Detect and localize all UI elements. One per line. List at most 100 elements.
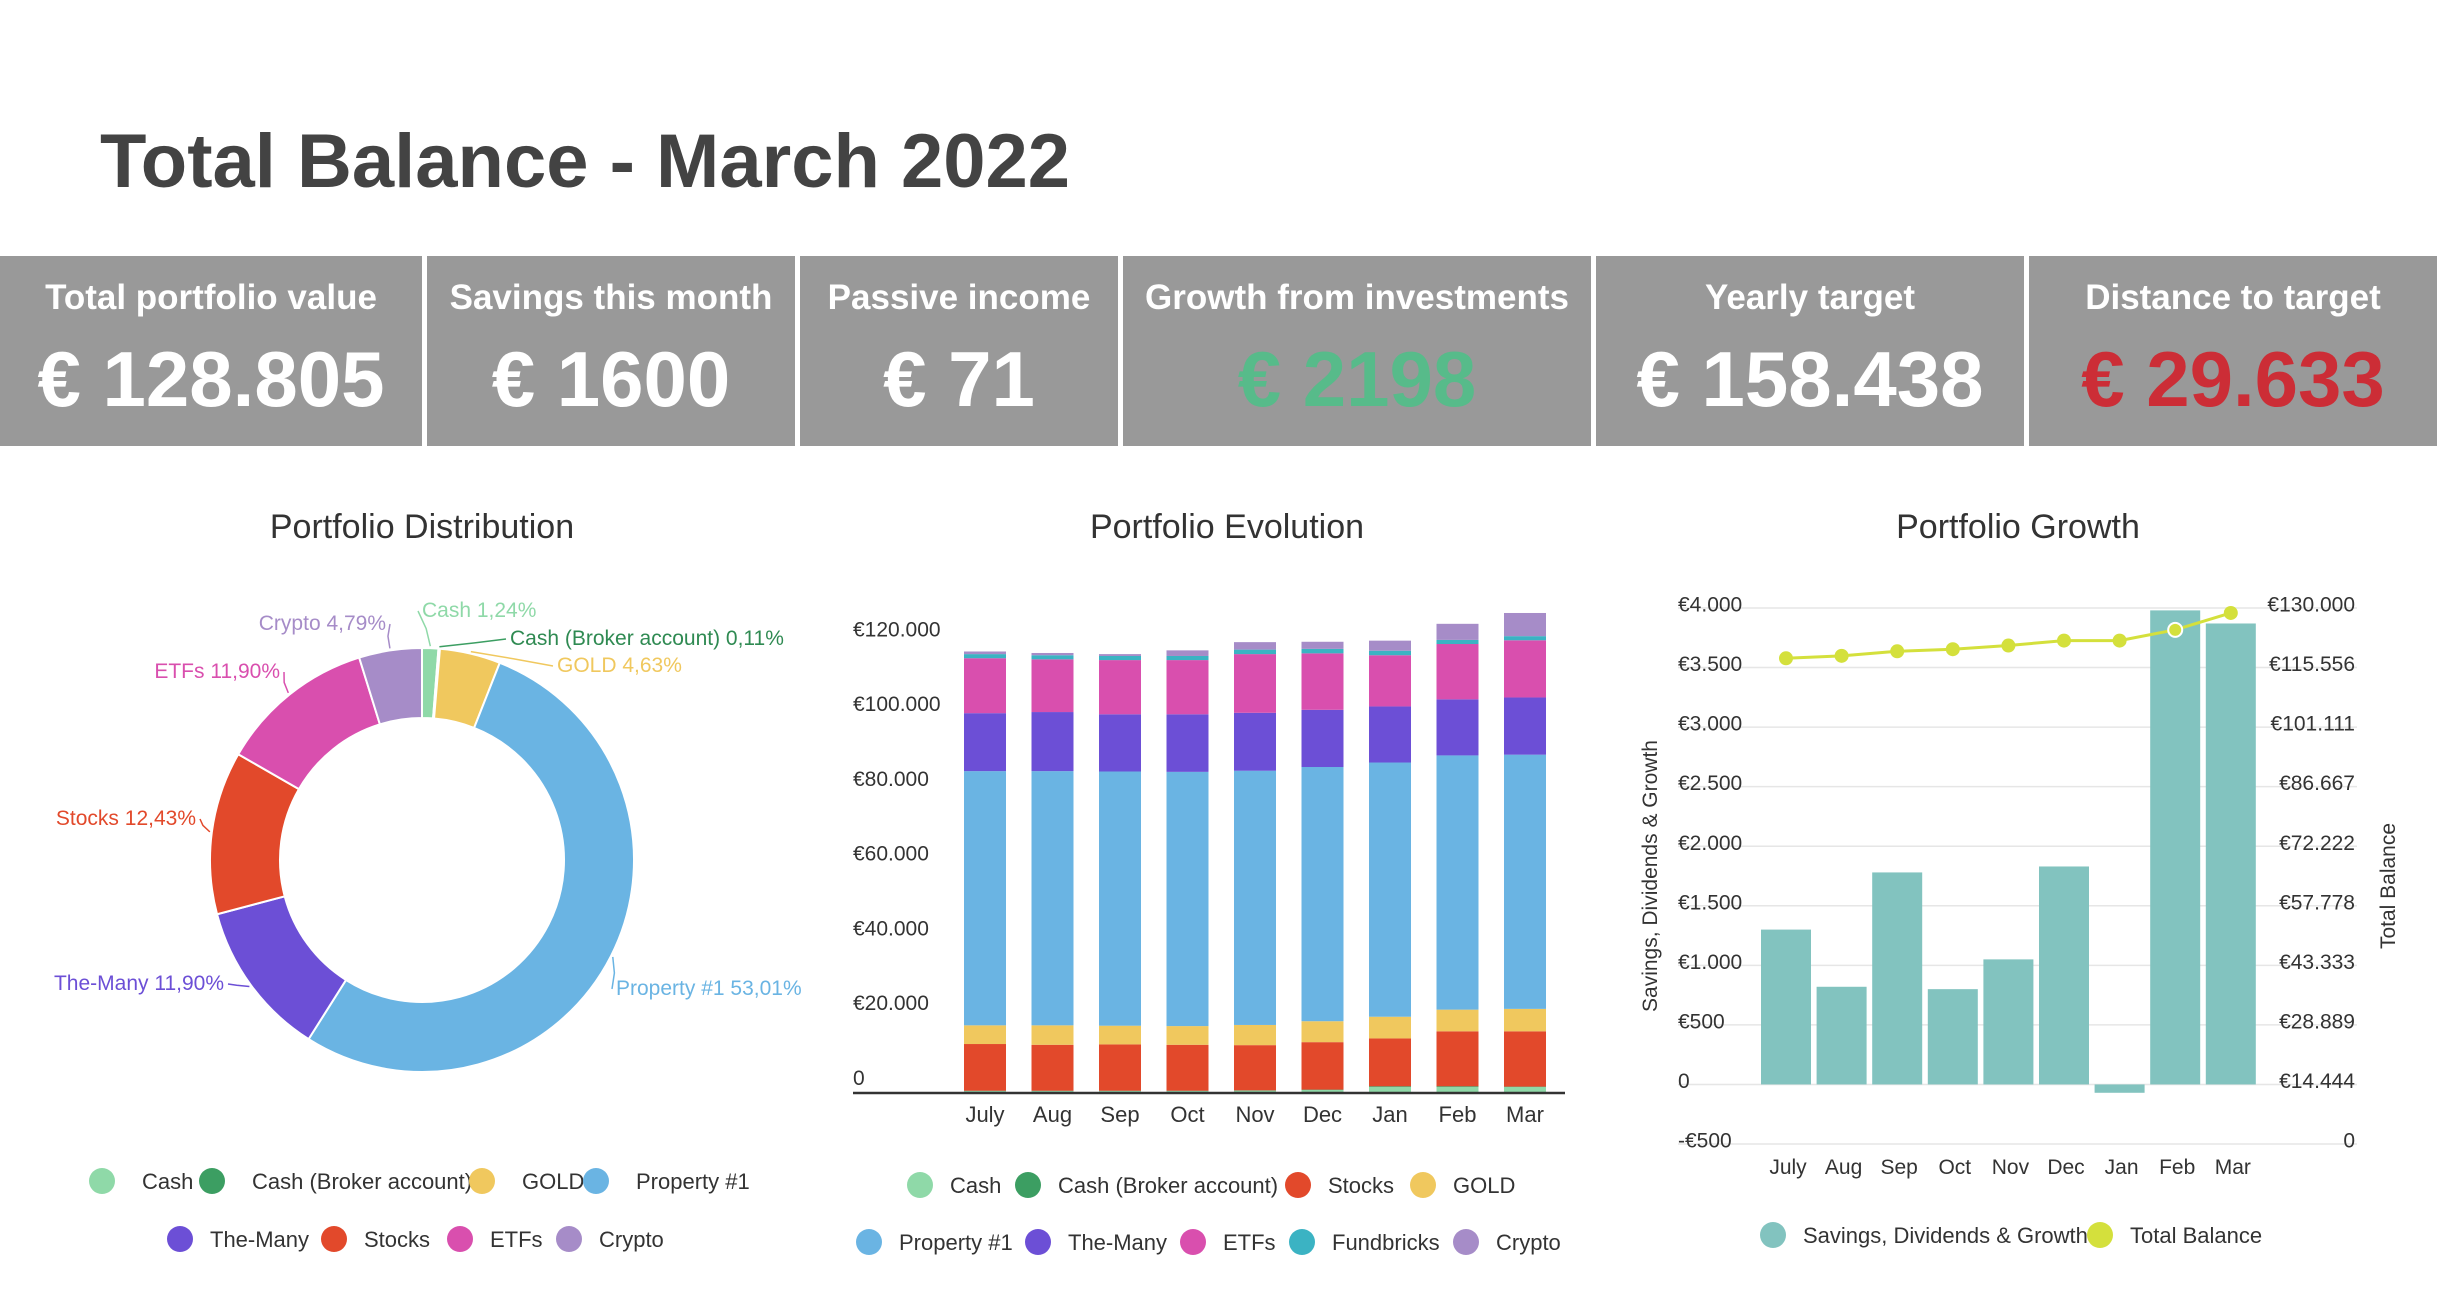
- legend-label-etfs: ETFs: [1223, 1230, 1276, 1255]
- y-tick-label-right: €14.444: [2279, 1070, 2355, 1093]
- point-total-balance-aug: [1834, 648, 1849, 663]
- kpi-label: Total portfolio value: [45, 278, 377, 317]
- legend-label-the-many: The-Many: [210, 1227, 309, 1252]
- bar-savings-dec: [2039, 866, 2089, 1085]
- y-tick-label: €2.000: [1678, 832, 1742, 855]
- legend-label-stocks: Stocks: [364, 1227, 430, 1252]
- kpi-growth-from-investments: Growth from investments € 2198: [1123, 256, 1591, 446]
- bar-property-1-sep: [1099, 771, 1141, 1026]
- bar-etfs-july: [964, 658, 1006, 714]
- y-tick-label: €3.000: [1678, 713, 1742, 736]
- bar-stocks-oct: [1166, 1044, 1209, 1091]
- bar-gold-sep: [1099, 1025, 1141, 1045]
- legend-swatch-savings: [1760, 1222, 1786, 1248]
- y-tick-label: €1.000: [1678, 951, 1742, 974]
- bar-stocks-jan: [1369, 1038, 1411, 1087]
- x-tick-label: Mar: [2215, 1156, 2251, 1179]
- bar-stocks-aug: [1031, 1044, 1074, 1091]
- pie-slice-property-1: [307, 661, 635, 1074]
- legend-swatch-stocks: [321, 1226, 347, 1252]
- legend-swatch-cash-broker-account: [199, 1168, 225, 1194]
- chart-title: Portfolio Evolution: [1090, 508, 1364, 546]
- bar-crypto-dec: [1301, 641, 1344, 649]
- y-tick-label: €2.500: [1678, 772, 1742, 795]
- legend-label-the-many: The-Many: [1068, 1230, 1167, 1255]
- kpi-value: € 128.805: [37, 335, 385, 423]
- legend-swatch-crypto: [1453, 1229, 1479, 1255]
- pie-slice-crypto: [357, 646, 423, 726]
- bar-etfs-nov: [1234, 654, 1276, 713]
- legend-label-etfs: ETFs: [490, 1227, 543, 1252]
- bar-property-1-dec: [1301, 767, 1344, 1022]
- point-total-balance-july: [1779, 651, 1793, 666]
- pie-label-etfs: ETFs 11,90%: [154, 660, 280, 683]
- legend-swatch-fundbricks: [1289, 1229, 1315, 1255]
- legend-swatch-crypto: [556, 1226, 582, 1252]
- bar-crypto-aug: [1031, 652, 1074, 656]
- point-total-balance-oct: [1945, 642, 1960, 657]
- pie-label-stocks: Stocks 12,43%: [56, 807, 196, 830]
- bar-gold-july: [964, 1025, 1006, 1045]
- bar-cash-broker-account-jan: [1369, 1086, 1411, 1088]
- legend-label-crypto: Crypto: [599, 1227, 664, 1252]
- legend-swatch-stocks: [1285, 1172, 1311, 1198]
- point-total-balance-dec: [2057, 633, 2071, 648]
- pie-leader-line: [470, 650, 554, 667]
- bar-gold-aug: [1031, 1025, 1074, 1045]
- pie-leader-line: [439, 638, 507, 648]
- legend-label-total-balance: Total Balance: [2130, 1223, 2262, 1248]
- legend-swatch-the-many: [167, 1226, 193, 1252]
- y-tick-label: 0: [1678, 1070, 1690, 1093]
- bar-etfs-oct: [1166, 660, 1209, 715]
- bar-the-many-july: [964, 713, 1006, 772]
- y-tick-label: €80.000: [853, 768, 929, 791]
- bar-stocks-mar: [1504, 1031, 1546, 1087]
- point-total-balance-sep: [1890, 644, 1905, 659]
- x-tick-label: Jan: [1372, 1102, 1407, 1127]
- bar-cash-jan: [1369, 1087, 1411, 1093]
- legend-label-gold: GOLD: [1453, 1173, 1515, 1198]
- bar-the-many-jan: [1369, 706, 1411, 763]
- bar-stocks-sep: [1099, 1044, 1141, 1091]
- bar-gold-jan: [1369, 1016, 1411, 1039]
- bar-the-many-nov: [1234, 712, 1276, 771]
- bar-gold-oct: [1166, 1026, 1209, 1045]
- x-tick-label: Feb: [2159, 1156, 2195, 1179]
- bar-gold-dec: [1301, 1021, 1344, 1043]
- bar-the-many-aug: [1031, 712, 1074, 772]
- x-tick-label: Jan: [2105, 1156, 2139, 1179]
- bar-the-many-feb: [1436, 699, 1479, 756]
- chart-title: Portfolio Distribution: [270, 508, 574, 546]
- bar-crypto-july: [964, 651, 1006, 655]
- x-tick-label: Aug: [1033, 1102, 1072, 1127]
- kpi-value: € 2198: [1237, 335, 1477, 423]
- y-axis-label-right: Total Balance: [2377, 823, 2400, 949]
- legend-swatch-gold: [469, 1168, 495, 1194]
- bar-fundbricks-oct: [1166, 655, 1209, 661]
- y-tick-label: 0: [853, 1067, 865, 1090]
- pie-leader-line: [387, 623, 391, 649]
- bar-property-1-july: [964, 771, 1006, 1026]
- y-axis-label-left: Savings, Dividends & Growth: [1639, 740, 1662, 1012]
- x-tick-label: July: [965, 1102, 1004, 1127]
- bar-property-1-mar: [1504, 754, 1546, 1009]
- pie-label-gold: GOLD 4,63%: [557, 654, 682, 677]
- legend-label-cash: Cash: [950, 1173, 1001, 1198]
- kpi-yearly-target: Yearly target € 158.438: [1596, 256, 2024, 446]
- bar-gold-mar: [1504, 1008, 1546, 1032]
- bar-fundbricks-july: [964, 654, 1006, 659]
- bar-etfs-jan: [1369, 655, 1411, 707]
- pie-leader-line: [227, 983, 250, 988]
- y-tick-label: €40.000: [853, 917, 929, 940]
- pie-leader-line: [199, 818, 211, 833]
- x-tick-label: Feb: [1439, 1102, 1477, 1127]
- legend-swatch-cash: [89, 1168, 115, 1194]
- bar-etfs-sep: [1099, 660, 1141, 715]
- kpi-label: Growth from investments: [1145, 278, 1569, 317]
- x-tick-label: Sep: [1881, 1156, 1918, 1179]
- legend-swatch-etfs: [1180, 1229, 1206, 1255]
- kpi-label: Yearly target: [1704, 278, 1916, 317]
- bar-crypto-oct: [1166, 650, 1209, 656]
- bar-gold-nov: [1234, 1024, 1276, 1046]
- kpi-distance-to-target: Distance to target € 29.633: [2029, 256, 2437, 446]
